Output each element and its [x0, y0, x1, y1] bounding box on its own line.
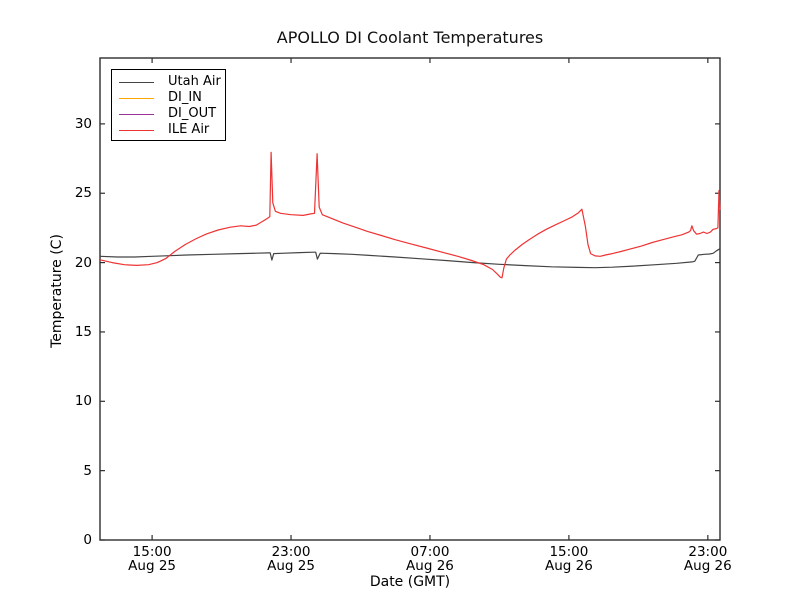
legend-item-utah-air: Utah Air: [112, 74, 225, 90]
y-tick-label: 20: [74, 254, 92, 271]
x-tick-date: Aug 26: [544, 558, 593, 574]
x-tick-date: Aug 25: [267, 558, 315, 574]
x-tick-time: 15:00: [549, 544, 589, 560]
legend-label: DI_IN: [168, 90, 202, 105]
y-tick-label: 25: [74, 185, 92, 202]
x-axis-label: Date (GMT): [369, 574, 451, 590]
legend-line-sample-di-out: [119, 113, 154, 115]
y-tick-label: 10: [74, 393, 92, 410]
series-line-utah-air: [99, 248, 721, 269]
legend-item-di-out: DI_OUT: [112, 106, 225, 122]
x-tick-date: Aug 25: [128, 558, 177, 574]
y-tick-label: 15: [74, 323, 92, 340]
legend-label: DI_OUT: [168, 106, 217, 121]
x-tick-label: 15:00 Aug 25: [107, 545, 197, 573]
legend-label: Utah Air: [168, 74, 221, 89]
legend-item-di-in: DI_IN: [112, 90, 225, 106]
x-tick-label: 07:00 Aug 26: [385, 545, 475, 573]
legend-line-sample-utah-air: [119, 81, 154, 83]
x-tick-label: 15:00 Aug 26: [524, 545, 614, 573]
legend: Utah Air DI_IN DI_OUT ILE Air: [111, 69, 226, 141]
legend-label: ILE Air: [168, 122, 210, 137]
x-tick-date: Aug 26: [683, 558, 732, 574]
x-tick-time: 07:00: [410, 544, 450, 560]
chart-title: APOLLO DI Coolant Temperatures: [276, 28, 544, 47]
y-tick-label: 0: [83, 532, 92, 548]
legend-item-ile-air: ILE Air: [112, 122, 225, 138]
legend-line-sample-di-in: [119, 97, 154, 99]
legend-line-sample-ile-air: [119, 129, 154, 131]
y-tick-label: 5: [83, 462, 92, 479]
x-tick-time: 15:00: [132, 544, 172, 560]
series-line-ile-air: [99, 151, 721, 279]
x-tick-label: 23:00 Aug 25: [246, 545, 336, 573]
x-tick-date: Aug 26: [406, 558, 454, 574]
plot-frame: [99, 57, 721, 541]
x-tick-label: 23:00 Aug 26: [663, 545, 753, 573]
y-tick-label: 30: [74, 115, 92, 132]
x-tick-time: 23:00: [688, 544, 728, 560]
x-tick-time: 23:00: [271, 544, 311, 560]
